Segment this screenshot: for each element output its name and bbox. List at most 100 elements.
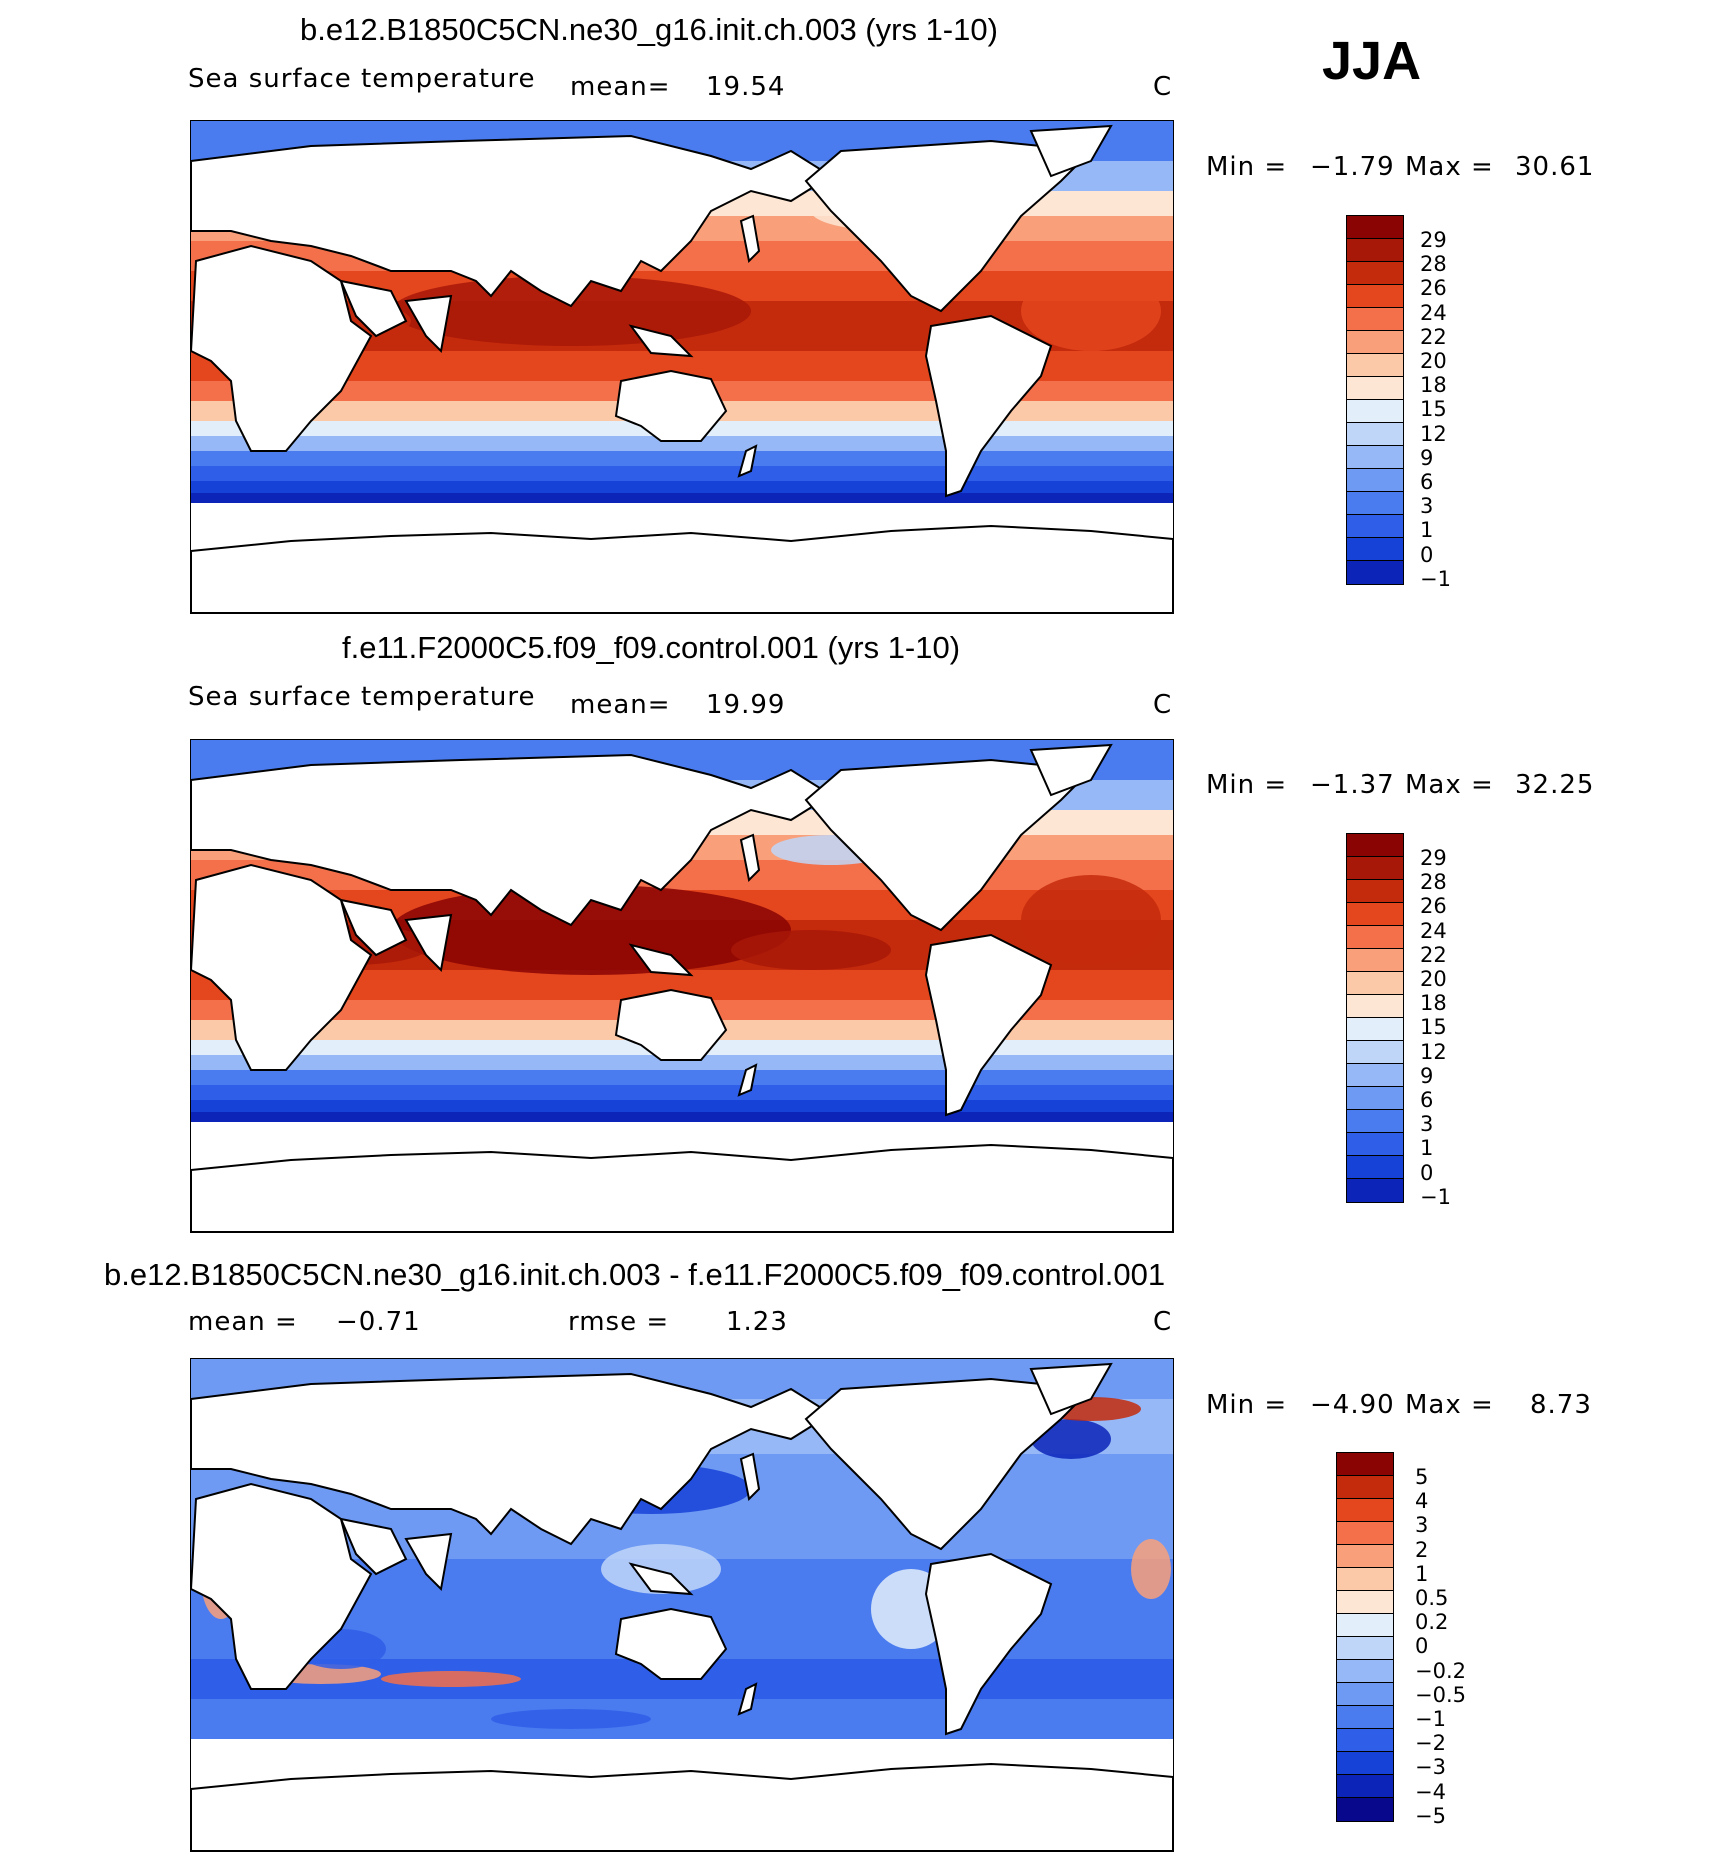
colorbar-2-tick: 3 [1420, 1112, 1434, 1137]
continent-outline [924, 314, 1053, 498]
sst-anomaly [1021, 271, 1161, 351]
panel-1-colorbar [1346, 215, 1404, 585]
panel-1-colorbar-ticks: 29 28 26 24 22 20 18 15 12 9 6 3 1 0 −1 [1420, 228, 1451, 591]
continent-outline [737, 1063, 758, 1097]
colorbar-2-tick: 12 [1420, 1039, 1447, 1064]
continent-outline [339, 898, 408, 957]
colorbar-1-tick: 12 [1420, 421, 1447, 446]
sst-difference-map [191, 1359, 1173, 1851]
continent-outline [628, 1562, 694, 1596]
panel-3-rmse-value: 1.23 [726, 1307, 788, 1337]
continent-outline [614, 1607, 728, 1680]
continent-outline [404, 294, 453, 354]
colorbar-2-segment [1347, 972, 1403, 995]
sst-anomaly [381, 1671, 521, 1687]
sst-band [191, 1055, 1173, 1070]
colorbar-2-tick: 29 [1420, 846, 1447, 870]
panel-1-map [190, 120, 1174, 614]
colorbar-3-segment [1337, 1614, 1393, 1637]
colorbar-1-tick: 24 [1420, 300, 1447, 325]
sst-band [191, 1699, 1173, 1739]
colorbar-3-segment [1337, 1476, 1393, 1499]
colorbar-1-tick: 6 [1420, 470, 1434, 495]
sst-model-map [191, 121, 1173, 613]
panel-2-colorbar [1346, 833, 1404, 1203]
colorbar-1-tick: 3 [1420, 494, 1434, 519]
continent-outline [628, 943, 694, 977]
colorbar-2-segment [1347, 857, 1403, 880]
sst-band [191, 451, 1173, 466]
colorbar-1-segment [1347, 377, 1403, 400]
colorbar-3-tick: −3 [1415, 1755, 1446, 1780]
colorbar-2-segment [1347, 903, 1403, 926]
sst-anomaly [391, 276, 751, 346]
colorbar-1-segment [1347, 285, 1403, 308]
colorbar-3-tick: −0.5 [1415, 1682, 1466, 1707]
colorbar-3-tick: −2 [1415, 1731, 1446, 1756]
continent-outline [614, 988, 728, 1061]
panel-3-colorbar [1336, 1452, 1394, 1822]
panel-1-mean-label: mean= [570, 72, 671, 102]
panel-3-mean-label: mean = [188, 1307, 298, 1337]
sst-anomaly [731, 930, 891, 970]
colorbar-1-tick: 26 [1420, 276, 1447, 301]
panel-1-max-label: Max = [1405, 152, 1494, 182]
sst-anomaly [1021, 875, 1161, 965]
panel-1-variable: Sea surface temperature [188, 64, 536, 94]
colorbar-3-segment [1337, 1706, 1393, 1729]
colorbar-3-tick: 0.2 [1415, 1610, 1449, 1635]
colorbar-2-tick: 20 [1420, 967, 1447, 992]
colorbar-1-tick: 28 [1420, 252, 1447, 277]
colorbar-3-segment [1337, 1522, 1393, 1545]
colorbar-1-segment [1347, 239, 1403, 262]
colorbar-1-segment [1347, 400, 1403, 423]
continent-outline [924, 933, 1053, 1117]
colorbar-2-tick: 22 [1420, 942, 1447, 967]
colorbar-2-segment [1347, 834, 1403, 857]
colorbar-1-segment [1347, 216, 1403, 239]
sst-band [191, 436, 1173, 451]
continent-outline [191, 753, 833, 927]
sst-band [191, 481, 1173, 493]
colorbar-3-segment [1337, 1798, 1393, 1821]
panel-2-mean-label: mean= [570, 690, 671, 720]
colorbar-2-segment [1347, 949, 1403, 972]
continent-outline [191, 1372, 833, 1546]
colorbar-3-tick: 0 [1415, 1634, 1429, 1659]
colorbar-3-segment [1337, 1775, 1393, 1798]
colorbar-2-tick: 28 [1420, 870, 1447, 895]
continent-outline [404, 1532, 453, 1592]
continent-outline [404, 913, 453, 973]
colorbar-3-tick: 2 [1415, 1537, 1429, 1562]
continent-outline [1029, 743, 1113, 797]
panel-1-mean-value: 19.54 [706, 72, 786, 102]
colorbar-2-tick: −1 [1420, 1184, 1451, 1209]
continent-outline [739, 1452, 761, 1502]
colorbar-1-tick: 1 [1420, 518, 1434, 543]
panel-3-units: C [1153, 1307, 1173, 1337]
colorbar-3-segment [1337, 1637, 1393, 1660]
sst-anomaly [491, 1709, 651, 1729]
continent-outline [1029, 1362, 1113, 1416]
colorbar-3-tick: 1 [1415, 1561, 1429, 1586]
continent-outline [191, 134, 833, 308]
colorbar-2-segment [1347, 1133, 1403, 1156]
continent-outline [191, 863, 373, 1071]
colorbar-1-segment [1347, 262, 1403, 285]
colorbar-2-segment [1347, 880, 1403, 903]
panel-1-title: b.e12.B1850C5CN.ne30_g16.init.ch.003 (yr… [300, 12, 998, 47]
colorbar-3-tick: −4 [1415, 1779, 1446, 1804]
colorbar-1-tick: 22 [1420, 324, 1447, 349]
colorbar-3-tick: 5 [1415, 1465, 1429, 1489]
panel-2-colorbar-ticks: 29 28 26 24 22 20 18 15 12 9 6 3 1 0 −1 [1420, 846, 1451, 1209]
colorbar-1-segment [1347, 561, 1403, 584]
colorbar-3-segment [1337, 1453, 1393, 1476]
colorbar-2-segment [1347, 1110, 1403, 1133]
sst-band [191, 1070, 1173, 1085]
colorbar-1-segment [1347, 308, 1403, 331]
panel-3-min-label: Min = [1206, 1390, 1288, 1420]
panel-2-max-value: 32.25 [1515, 770, 1595, 800]
colorbar-2-segment [1347, 1018, 1403, 1041]
panel-1-min-value: −1.79 [1310, 152, 1395, 182]
colorbar-3-segment [1337, 1729, 1393, 1752]
